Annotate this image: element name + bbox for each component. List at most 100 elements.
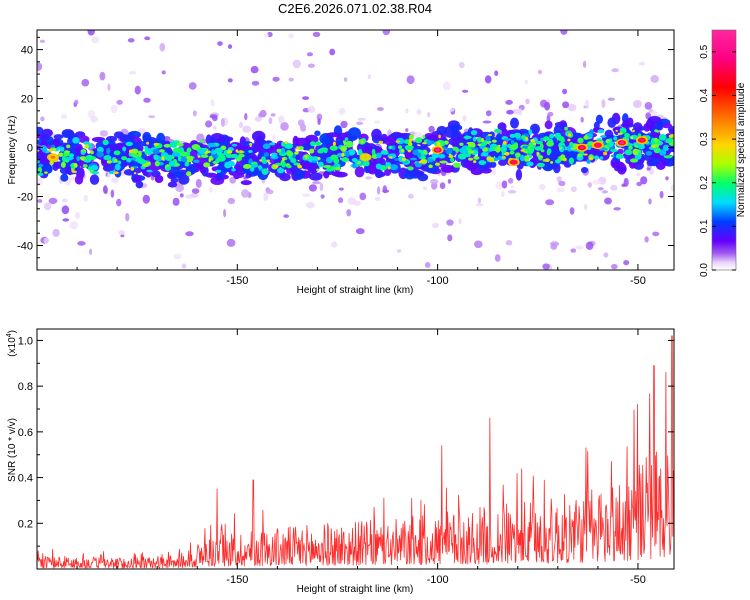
spectrogram-noise-blob — [110, 189, 115, 198]
spectrogram-noise-blob — [89, 248, 93, 255]
spectrogram-band-core — [514, 152, 521, 158]
spectrogram-noise-blob — [81, 78, 90, 87]
spectrogram-band-core — [662, 144, 670, 151]
spectrogram-noise-blob — [307, 63, 315, 68]
spectrogram-highlight — [130, 166, 135, 171]
spectrogram-band-core — [263, 152, 270, 158]
snr-xtick-label: -100 — [427, 574, 449, 586]
spectrogram-noise-blob — [545, 199, 555, 206]
spectrogram-band-core — [176, 143, 184, 147]
spectrogram-band-core — [102, 139, 109, 146]
spectrogram-noise-blob — [297, 119, 305, 127]
spectrogram-band-blob — [649, 157, 660, 167]
spectrogram-band-core — [341, 157, 350, 163]
spectrogram-band-core — [391, 145, 396, 151]
spectrogram-band-core — [510, 144, 519, 150]
spectrogram-highlight — [49, 160, 54, 166]
spectrogram-noise-blob — [40, 116, 45, 122]
spectrogram-band-core — [431, 152, 440, 159]
spectrogram-noise-blob — [357, 117, 366, 121]
snr-ylabel: SNR (10 * v/v) — [7, 418, 18, 482]
spectrogram-noise-blob — [37, 199, 43, 203]
spectrogram-highlight — [65, 150, 71, 154]
spectrogram-highlight — [332, 141, 336, 146]
spectrogram-highlight — [538, 155, 544, 158]
spectrogram-highlight — [469, 150, 475, 153]
spectrogram-noise-blob — [173, 253, 182, 259]
spectrogram-highlight — [524, 150, 528, 154]
spectrogram-band-blob — [447, 137, 461, 146]
spectrogram-noise-blob — [547, 111, 554, 117]
spectrogram-noise-blob — [449, 108, 455, 112]
spectrogram-band-core — [323, 164, 332, 169]
spectrogram-highlight — [284, 141, 289, 144]
spectrogram-band-core — [632, 148, 639, 156]
spectrogram-highlight — [73, 163, 78, 168]
spectrogram-band-blob — [581, 167, 588, 174]
spectrogram-noise-blob — [373, 120, 381, 124]
spectrogram-band-blob — [215, 173, 222, 182]
spectrogram-highlight — [497, 144, 501, 147]
spectrogram-noise-blob — [43, 237, 49, 244]
spectrogram-noise-blob — [428, 125, 435, 133]
spectrogram-highlight — [502, 140, 507, 145]
spectrogram-noise-blob — [570, 186, 577, 193]
spectrogram-highlight — [128, 149, 134, 154]
spectrogram-noise-blob — [250, 65, 259, 74]
spectrogram-noise-blob — [505, 240, 513, 246]
spectrogram-ytick-label: 0 — [27, 143, 33, 155]
spectrogram-band-core — [60, 161, 66, 168]
spectrogram-highlight — [466, 142, 472, 145]
spectrogram-band-core — [126, 157, 132, 163]
spectrogram-noise-blob — [242, 125, 252, 133]
spectrogram-band-core — [458, 147, 468, 154]
spectrogram-highlight — [545, 158, 550, 163]
spectrogram-ytick-label: -40 — [17, 241, 33, 253]
spectrogram-band-core — [478, 160, 487, 166]
spectrogram-band-core — [62, 155, 67, 163]
spectrogram-noise-blob — [329, 48, 336, 56]
spectrogram-noise-blob — [280, 122, 289, 131]
spectrogram-band-core — [90, 150, 94, 155]
spectrogram-highlight — [304, 155, 308, 158]
spectrogram-band-blob — [245, 172, 252, 179]
spectrogram-noise-blob — [583, 203, 588, 211]
spectrogram-band-core — [568, 157, 575, 165]
spectrogram-noise-blob — [408, 193, 414, 199]
spectrogram-band-core — [536, 162, 545, 168]
spectrogram-noise-blob — [75, 212, 80, 219]
spectrogram-band-core — [215, 169, 222, 173]
spectrogram-noise-blob — [338, 107, 346, 115]
spectrogram-band-core — [599, 147, 608, 151]
spectrogram-band-core — [610, 149, 618, 153]
spectrogram-highlight — [491, 160, 495, 163]
spectrogram-noise-blob — [319, 182, 324, 192]
spectrogram-highlight — [408, 138, 413, 143]
spectrogram-noise-blob — [317, 118, 321, 125]
spectrogram-band-core — [317, 161, 324, 168]
spectrogram-noise-blob — [633, 100, 642, 108]
spectrogram-band-core — [168, 160, 176, 167]
spectrogram-band-core — [179, 151, 188, 157]
spectrogram-noise-blob — [266, 189, 274, 195]
spectrogram-band-core — [628, 143, 634, 147]
spectrogram-hotspot — [511, 160, 517, 164]
colorbar-label: Normalized spectral amplitude — [736, 82, 747, 217]
spectrogram-band-core — [394, 158, 400, 162]
spectrogram-noise-blob — [331, 241, 338, 248]
spectrogram-band-core — [464, 135, 469, 140]
spectrogram-band-core — [171, 152, 180, 157]
spectrogram-noise-blob — [268, 117, 273, 125]
spectrogram-noise-blob — [220, 118, 225, 127]
spectrogram-band-core — [193, 159, 200, 163]
spectrogram-band-blob — [414, 170, 425, 177]
spectrogram-highlight — [266, 159, 270, 163]
spectrogram-band-core — [637, 152, 642, 159]
spectrogram-noise-blob — [343, 77, 348, 82]
spectrogram-band-core — [477, 136, 482, 143]
spectrogram-highlight — [343, 140, 347, 144]
spectrogram-band-core — [238, 153, 245, 158]
spectrogram-highlight — [630, 136, 634, 139]
spectrogram-band-core — [385, 162, 392, 168]
